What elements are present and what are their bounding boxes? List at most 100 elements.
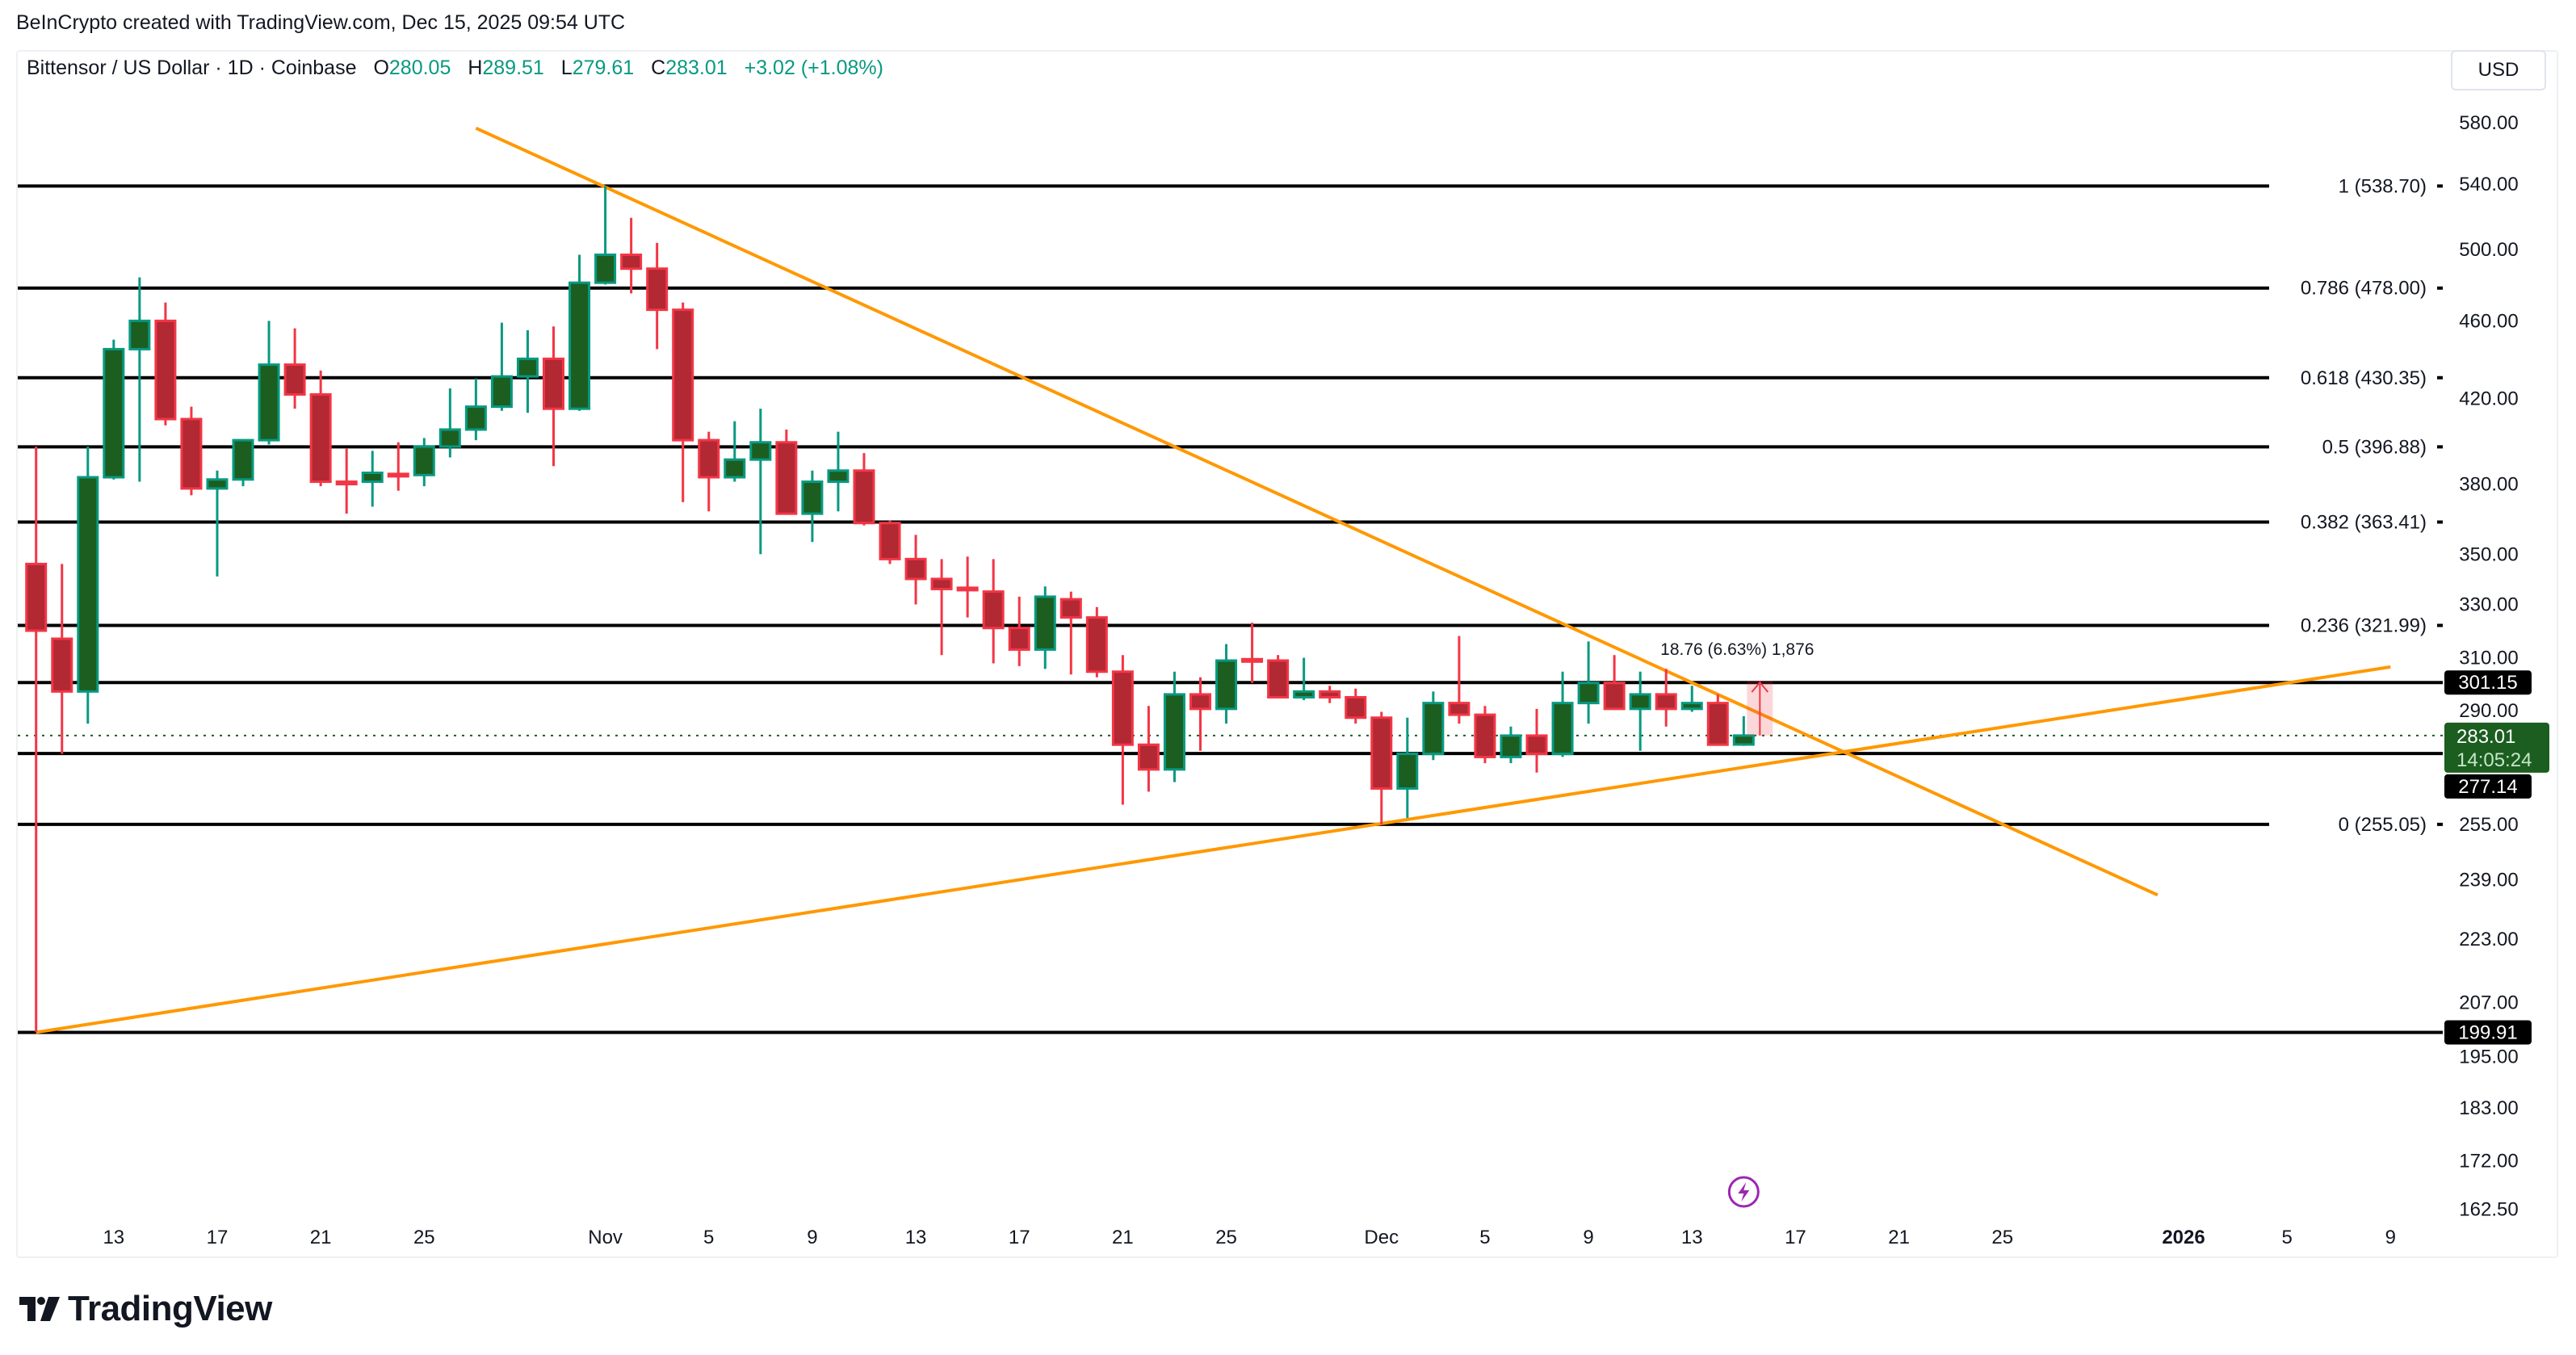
candle-body — [103, 347, 125, 479]
candle — [982, 559, 1005, 664]
y-tick-label: 380.00 — [2459, 473, 2518, 495]
candle — [1319, 686, 1341, 703]
tradingview-logo-icon — [19, 1297, 60, 1321]
y-tick-label: 162.50 — [2459, 1199, 2518, 1221]
candle-body — [1267, 659, 1290, 698]
tradingview-logo[interactable]: TradingView — [19, 1289, 272, 1329]
candle-body — [128, 319, 151, 350]
fib-label-bg — [2269, 173, 2437, 199]
x-tick-label: 21 — [1888, 1227, 1910, 1248]
x-tick-label: 5 — [1479, 1227, 1490, 1248]
candle-body — [1111, 670, 1134, 746]
candle-body — [51, 637, 73, 693]
candle — [1241, 623, 1264, 683]
candle — [438, 388, 461, 458]
candle — [1551, 671, 1574, 757]
x-tick-label: 17 — [1009, 1227, 1030, 1248]
candle — [594, 186, 617, 285]
candle — [309, 370, 332, 487]
candle — [1293, 657, 1315, 701]
candle — [1629, 671, 1651, 751]
candle — [1422, 691, 1445, 761]
candle-body — [438, 428, 461, 448]
candle-body — [1500, 734, 1522, 758]
chart-credit: BeInCrypto created with TradingView.com,… — [16, 11, 626, 34]
x-tick-label: Nov — [588, 1227, 623, 1248]
candle — [1059, 591, 1082, 675]
candle-body — [1706, 702, 1729, 746]
y-tick-label: 207.00 — [2459, 992, 2518, 1014]
candle-body — [1215, 659, 1238, 711]
fib-label-bg — [2269, 364, 2437, 391]
candle-body — [698, 438, 720, 479]
candle-body — [724, 458, 746, 479]
y-tick-label: 195.00 — [2459, 1046, 2518, 1068]
candle — [1603, 655, 1626, 711]
price-range-label: 18.76 (6.63%) 1,876 — [1660, 640, 1814, 659]
change-value: +3.02 (+1.08%) — [744, 57, 883, 79]
candle-body — [1345, 695, 1367, 719]
candle — [387, 442, 409, 491]
candle-body — [749, 441, 772, 461]
candle-body — [801, 480, 824, 515]
candle — [516, 329, 539, 413]
candle — [25, 447, 48, 1032]
price-tag-label: 277.14 — [2458, 776, 2517, 798]
candle-body — [1603, 682, 1626, 711]
candle — [775, 429, 798, 515]
candle-body — [335, 480, 358, 486]
x-tick-label: 17 — [207, 1227, 229, 1248]
candle — [206, 470, 229, 577]
candle-body — [1189, 693, 1211, 711]
candle — [1008, 596, 1030, 666]
candle — [1189, 677, 1211, 751]
candle — [1448, 636, 1471, 724]
candle-body — [1629, 693, 1651, 711]
candle — [1163, 671, 1185, 782]
candle — [620, 217, 643, 294]
candle-body — [775, 441, 798, 515]
candle-body — [1396, 753, 1419, 790]
candle-body — [1163, 693, 1185, 771]
fib-level-label: 0.618 (430.35) — [2301, 367, 2427, 389]
x-tick-label: 13 — [1681, 1227, 1703, 1248]
candle-body — [982, 590, 1005, 630]
fib-level-label: 0.382 (363.41) — [2301, 512, 2427, 534]
x-tick-label: 2026 — [2162, 1227, 2205, 1248]
candle — [1500, 726, 1522, 764]
candle-body — [180, 417, 203, 490]
candle-body — [1680, 702, 1703, 711]
candle — [646, 242, 669, 350]
candle — [103, 339, 125, 480]
arrow-up-icon — [1751, 681, 1769, 736]
candle-body — [1422, 702, 1445, 756]
x-tick-label: Dec — [1364, 1227, 1399, 1248]
y-tick-label: 239.00 — [2459, 870, 2518, 891]
fib-label-bg — [2269, 275, 2437, 301]
currency-button[interactable]: USD — [2451, 50, 2546, 90]
candle-body — [672, 308, 694, 442]
candle — [1085, 606, 1108, 678]
candle — [672, 302, 694, 502]
candle-body — [258, 363, 280, 442]
candle-body — [25, 562, 48, 632]
price-tag-label: 199.91 — [2458, 1021, 2517, 1043]
symbol-title[interactable]: Bittensor / US Dollar · 1D · Coinbase — [27, 57, 357, 79]
x-tick-label: 5 — [703, 1227, 714, 1248]
candle-body — [1319, 690, 1341, 698]
y-tick-label: 290.00 — [2459, 700, 2518, 722]
x-tick-label: 13 — [905, 1227, 927, 1248]
low-value: 279.61 — [572, 57, 635, 79]
bar-countdown: 14:05:24 — [2456, 749, 2532, 771]
low-label: L — [560, 57, 573, 79]
candle — [490, 322, 513, 411]
candle — [749, 409, 772, 555]
candle-body — [853, 469, 875, 525]
candle — [1577, 641, 1600, 724]
y-tick-label: 183.00 — [2459, 1097, 2518, 1119]
symbol-legend: Bittensor / US Dollar · 1D · Coinbase O2… — [27, 57, 883, 80]
candle-body — [594, 254, 617, 284]
y-tick-label: 540.00 — [2459, 174, 2518, 195]
x-tick-label: 25 — [1991, 1227, 2013, 1248]
